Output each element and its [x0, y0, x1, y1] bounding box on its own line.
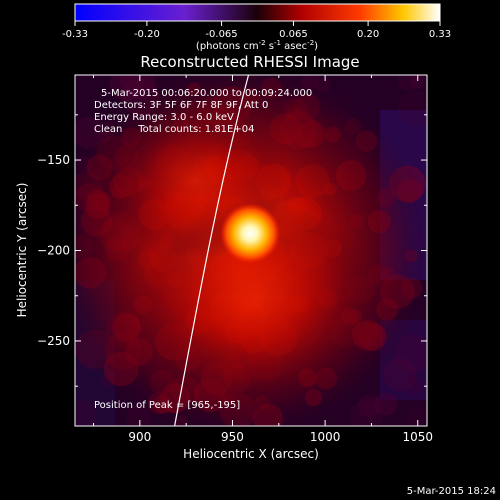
colorbar [74, 3, 441, 22]
y-axis-ticks: −150 −200 −250 [37, 114, 427, 387]
image-texture [383, 357, 417, 391]
image-texture [397, 90, 427, 126]
image-texture [358, 394, 382, 418]
colorbar-tick-label: 0.20 [357, 29, 379, 40]
colorbar-tick-label: 0.33 [429, 29, 451, 40]
y-tick-label: −250 [37, 334, 70, 348]
solar-limb-line [174, 75, 250, 426]
peak-position-label: Position of Peak = [965,-195] [94, 400, 240, 411]
x-tick-label: 1000 [310, 430, 341, 444]
y-axis-label: Heliocentric Y (arcsec) [15, 183, 29, 318]
image-texture [404, 376, 424, 395]
y-tick-label: −200 [37, 244, 70, 258]
x-tick-label: 1050 [402, 430, 433, 444]
colorbar-tick-label: -0.065 [205, 29, 237, 40]
annotation-energy-range: Energy Range: 3.0 - 6.0 keV [94, 112, 234, 123]
image-texture [374, 392, 398, 416]
image-texture [410, 75, 426, 90]
annotation-time-range: 5-Mar-2015 00:06:20.000 to 00:09:24.000 [101, 88, 312, 99]
colorbar-tick-label: -0.20 [134, 29, 160, 40]
x-axis-ticks: 900 950 1000 1050 [93, 75, 433, 444]
image-texture [397, 75, 419, 92]
image-texture [75, 399, 97, 426]
annotation-detectors: Detectors: 3F 5F 6F 7F 8F 9F, Att 0 [94, 100, 268, 111]
image-texture [407, 406, 427, 426]
peak-source [220, 203, 281, 264]
colorbar-ticks: -0.33 -0.20 -0.065 0.065 0.20 0.33 [62, 21, 451, 40]
heatmap-image [75, 75, 427, 426]
x-axis-label: Heliocentric X (arcsec) [183, 447, 319, 461]
colorbar-units: (photons cm-2 s-1 asec-2) [196, 39, 318, 52]
colorbar-tick-label: 0.065 [279, 29, 308, 40]
colorbar-tick-label: -0.33 [62, 29, 88, 40]
x-tick-label: 900 [128, 430, 151, 444]
x-tick-label: 950 [221, 430, 244, 444]
image-texture [349, 400, 383, 426]
y-tick-label: −150 [37, 153, 70, 167]
annotation-clean-counts: Clean Total counts: 1.81E+04 [94, 124, 254, 135]
chart-title: Reconstructed RHESSI Image [140, 53, 359, 71]
footer-timestamp: 5-Mar-2015 18:24 [407, 486, 496, 497]
